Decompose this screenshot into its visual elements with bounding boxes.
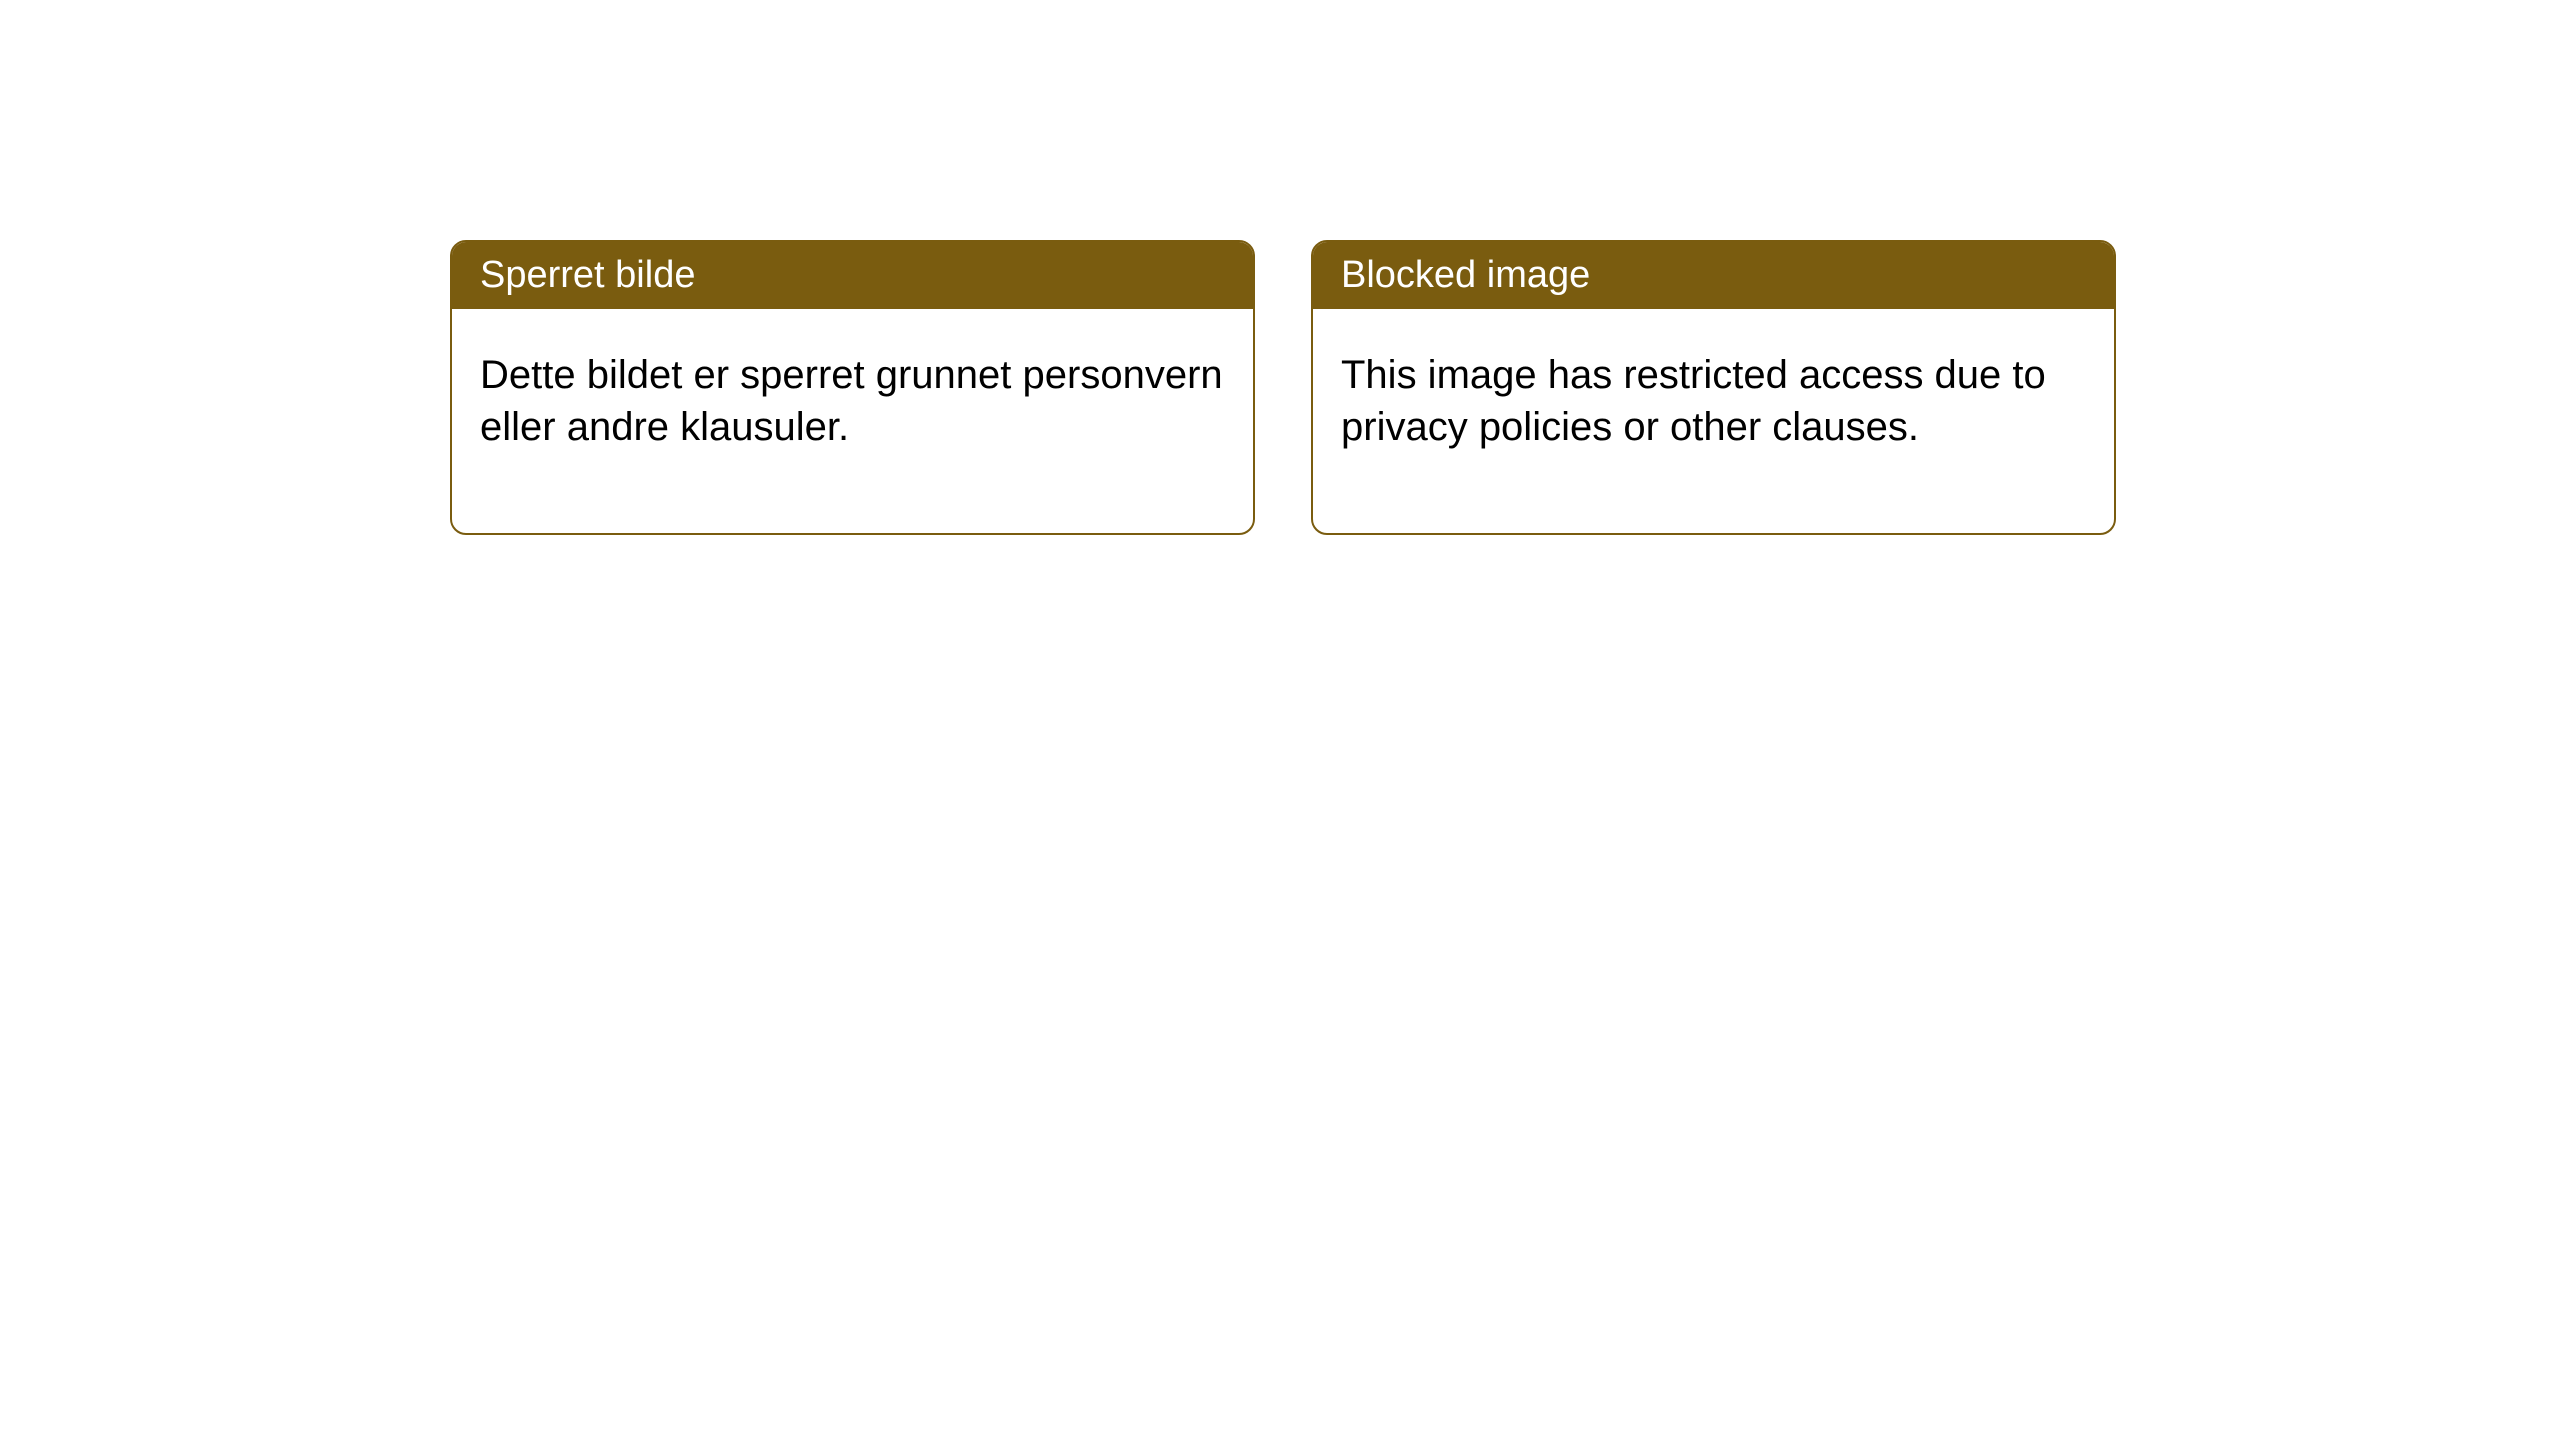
card-body-text-no: Dette bildet er sperret grunnet personve… — [480, 353, 1223, 449]
card-title-no: Sperret bilde — [480, 254, 695, 296]
card-header-en: Blocked image — [1313, 242, 2114, 309]
card-body-no: Dette bildet er sperret grunnet personve… — [452, 309, 1253, 533]
card-header-no: Sperret bilde — [452, 242, 1253, 309]
card-title-en: Blocked image — [1341, 254, 1590, 296]
card-body-text-en: This image has restricted access due to … — [1341, 353, 2046, 449]
card-container: Sperret bilde Dette bildet er sperret gr… — [450, 240, 2116, 535]
blocked-image-card-en: Blocked image This image has restricted … — [1311, 240, 2116, 535]
blocked-image-card-no: Sperret bilde Dette bildet er sperret gr… — [450, 240, 1255, 535]
card-body-en: This image has restricted access due to … — [1313, 309, 2114, 533]
